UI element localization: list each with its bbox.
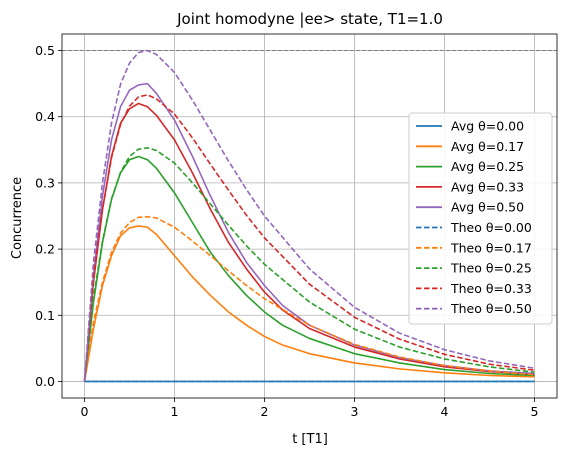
x-tick-label: 1	[171, 404, 179, 419]
y-tick-label: 0.5	[35, 43, 55, 58]
x-tick-label: 2	[261, 404, 269, 419]
legend-box	[408, 112, 553, 325]
x-tick-label: 4	[441, 404, 449, 419]
legend: Avg θ=0.00 Avg θ=0.17 Avg θ=0.25 Avg θ=0.33…	[408, 112, 553, 325]
series-layer	[83, 49, 535, 383]
y-axis-label: Concurrence	[10, 177, 25, 259]
legend-label: Avg θ=0.25	[451, 159, 524, 174]
series-line	[83, 215, 535, 382]
legend-label: Theo θ=0.00	[450, 220, 532, 235]
series-line	[83, 94, 535, 382]
series-line	[83, 82, 535, 382]
legend-label: Avg θ=0.17	[451, 139, 524, 154]
legend-label: Theo θ=0.25	[450, 261, 532, 276]
legend-label: Avg θ=0.33	[451, 179, 524, 194]
y-tick-label: 0.1	[35, 308, 55, 323]
legend-label: Avg θ=0.50	[451, 200, 524, 215]
axis-ticks: 0 1 2 3 4 5 0.0 0.1 0.2 0.3 0.4 0.5	[35, 43, 538, 419]
legend-label: Theo θ=0.33	[450, 281, 532, 296]
x-tick-label: 3	[351, 404, 359, 419]
x-axis-label: t [T1]	[292, 432, 328, 447]
series-line	[83, 155, 535, 382]
x-tick-label: 0	[81, 404, 89, 419]
series-line	[83, 147, 535, 382]
legend-label: Theo θ=0.50	[450, 301, 532, 316]
legend-label: Theo θ=0.17	[450, 240, 532, 255]
y-tick-label: 0.3	[35, 175, 55, 190]
chart-title: Joint homodyne |ee> state, T1=1.0	[176, 10, 443, 28]
y-tick-label: 0.2	[35, 242, 55, 257]
legend-label: Avg θ=0.00	[451, 119, 524, 134]
x-tick-label: 5	[531, 404, 539, 419]
y-tick-label: 0.4	[35, 109, 55, 124]
series-line	[83, 225, 535, 382]
plot-frame	[61, 33, 558, 399]
y-tick-label: 0.0	[35, 374, 55, 389]
series-line	[83, 49, 535, 382]
